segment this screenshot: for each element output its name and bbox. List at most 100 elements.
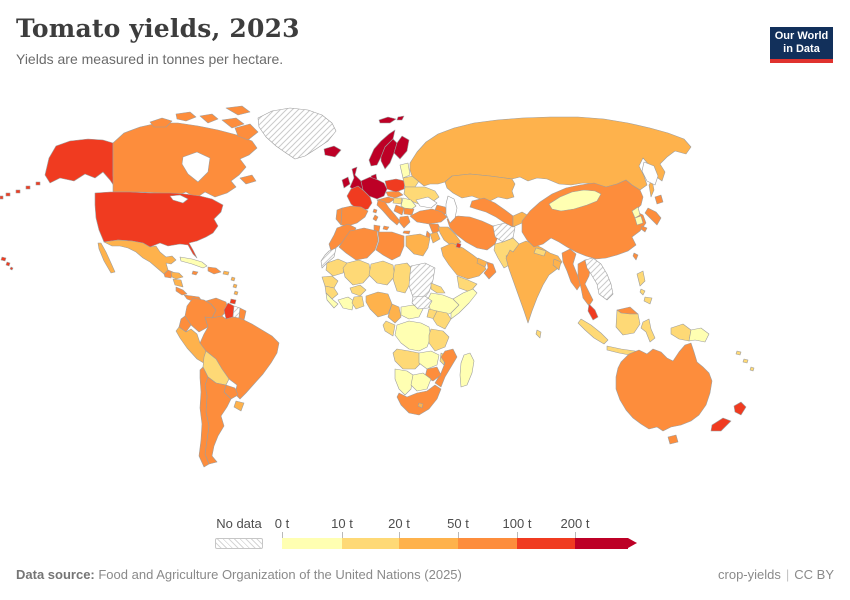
- country-egypt[interactable]: [405, 233, 431, 257]
- country-indonesian-borneo[interactable]: [615, 309, 641, 336]
- country-senegal[interactable]: [321, 275, 339, 289]
- legend-bin-50-t[interactable]: [458, 538, 517, 549]
- country-gabon-and-congo[interactable]: [382, 320, 396, 337]
- country-ireland[interactable]: [341, 176, 351, 189]
- country-pakistan[interactable]: [493, 237, 520, 269]
- country-puerto-rico[interactable]: [222, 270, 230, 276]
- legend-bin-200-t[interactable]: [575, 538, 628, 549]
- country-south-africa[interactable]: [396, 384, 442, 416]
- country-hawaii[interactable]: [0, 256, 14, 271]
- license-link[interactable]: CC BY: [794, 567, 834, 582]
- country-serbia[interactable]: [393, 204, 405, 216]
- country-bulgaria[interactable]: [403, 207, 415, 216]
- country-kuwait[interactable]: [455, 242, 462, 249]
- country-mauritania[interactable]: [325, 258, 348, 277]
- country-jordan[interactable]: [429, 231, 441, 244]
- country-jamaica[interactable]: [191, 270, 199, 276]
- country-france[interactable]: [346, 185, 373, 212]
- legend-no-data-swatch[interactable]: [215, 538, 263, 549]
- country-tanzania[interactable]: [428, 328, 450, 352]
- country-italy[interactable]: [376, 199, 401, 226]
- country-south-sudan[interactable]: [411, 295, 433, 310]
- country-botswana[interactable]: [410, 372, 432, 392]
- country-libya[interactable]: [375, 231, 405, 261]
- country-vietnam-laos-cambodia[interactable]: [584, 257, 614, 301]
- country-melanesia[interactable]: [735, 350, 755, 372]
- country-sudan[interactable]: [408, 262, 436, 298]
- legend-bin-10-t[interactable]: [342, 538, 399, 549]
- country-honduras[interactable]: [170, 271, 184, 280]
- country-zambia[interactable]: [418, 350, 440, 370]
- country-mali[interactable]: [342, 259, 372, 286]
- country-sumatra[interactable]: [577, 318, 609, 345]
- country-spain[interactable]: [340, 205, 369, 227]
- country-guinea[interactable]: [324, 285, 339, 300]
- country-baltic-states[interactable]: [399, 162, 411, 179]
- country-finland[interactable]: [393, 135, 410, 160]
- country-peninsular-malaysia[interactable]: [587, 303, 599, 321]
- legend-bin-100-t[interactable]: [517, 538, 575, 549]
- country-hispaniola[interactable]: [207, 266, 222, 275]
- country-mediterranean-islands[interactable]: [372, 208, 390, 231]
- country-tasmania[interactable]: [667, 434, 679, 445]
- country-bangladesh[interactable]: [552, 258, 562, 271]
- country-ivory-coast[interactable]: [337, 296, 355, 311]
- country-uae-and-qatar[interactable]: [476, 257, 488, 268]
- country-nicaragua[interactable]: [172, 278, 184, 288]
- country-costa-rica[interactable]: [175, 286, 188, 296]
- country-cuba[interactable]: [179, 256, 208, 269]
- country-kazakhstan[interactable]: [444, 173, 516, 202]
- country-sri-lanka[interactable]: [535, 329, 542, 339]
- country-romania[interactable]: [400, 197, 417, 212]
- country-mozambique[interactable]: [434, 348, 458, 388]
- country-somalia[interactable]: [450, 288, 478, 320]
- country-brazil[interactable]: [199, 315, 280, 400]
- country-taiwan[interactable]: [632, 252, 639, 261]
- country-algeria[interactable]: [338, 227, 379, 261]
- country-namibia[interactable]: [394, 368, 414, 396]
- country-hungary[interactable]: [392, 197, 403, 205]
- country-niger[interactable]: [368, 260, 396, 286]
- country-south-korea[interactable]: [634, 215, 644, 226]
- country-angola[interactable]: [392, 348, 422, 370]
- country-uruguay[interactable]: [233, 400, 245, 412]
- country-alaska[interactable]: [44, 138, 125, 194]
- country-kenya[interactable]: [432, 310, 452, 330]
- country-sweden[interactable]: [380, 138, 398, 170]
- country-united-states[interactable]: [94, 191, 224, 259]
- country-lesser-antilles[interactable]: [230, 276, 239, 296]
- country-cameroon[interactable]: [387, 303, 402, 324]
- country-new-zealand[interactable]: [710, 401, 747, 432]
- country-canadian-arctic[interactable]: [149, 105, 259, 141]
- country-chad[interactable]: [392, 262, 414, 294]
- country-eritrea[interactable]: [430, 282, 446, 294]
- country-lesotho[interactable]: [417, 402, 424, 409]
- country-japan[interactable]: [640, 194, 664, 233]
- country-poland[interactable]: [384, 178, 406, 193]
- country-india[interactable]: [505, 240, 563, 324]
- country-nepal[interactable]: [533, 247, 547, 257]
- country-aleutian-islands[interactable]: [0, 181, 41, 200]
- country-turkey[interactable]: [409, 208, 448, 225]
- country-trinidad-and-tobago[interactable]: [229, 298, 237, 305]
- country-greece[interactable]: [398, 215, 411, 235]
- legend-bin-20-t[interactable]: [399, 538, 458, 549]
- country-western-sahara[interactable]: [320, 247, 337, 269]
- country-yemen[interactable]: [456, 275, 478, 293]
- country-chile[interactable]: [198, 366, 210, 468]
- country-morocco[interactable]: [328, 223, 357, 252]
- country-greenland[interactable]: [257, 107, 337, 160]
- owid-logo[interactable]: Our World in Data: [770, 27, 833, 63]
- country-burkina-faso[interactable]: [349, 284, 367, 297]
- country-sulawesi[interactable]: [640, 318, 656, 343]
- country-sierra-leone-and-liberia[interactable]: [325, 292, 339, 309]
- country-philippines[interactable]: [636, 270, 653, 305]
- chart-slug[interactable]: crop-yields: [718, 567, 781, 582]
- country-turkmenistan-and-uzbekistan[interactable]: [469, 197, 514, 228]
- country-north-korea[interactable]: [631, 206, 641, 219]
- country-mongolia[interactable]: [548, 189, 602, 212]
- country-svalbard[interactable]: [378, 115, 405, 124]
- country-mexico[interactable]: [97, 239, 177, 275]
- country-papua-new-guinea[interactable]: [688, 327, 710, 343]
- legend-bin-0-t[interactable]: [282, 538, 342, 549]
